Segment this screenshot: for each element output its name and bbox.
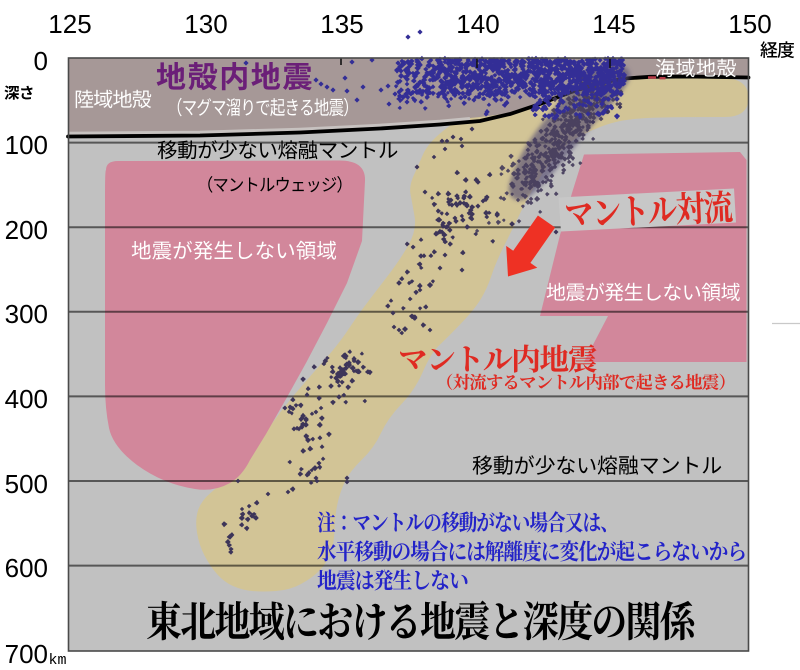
svg-text:150: 150 xyxy=(728,9,771,39)
svg-text:130: 130 xyxy=(184,9,227,39)
svg-text:700: 700 xyxy=(5,639,48,669)
svg-text:200: 200 xyxy=(5,215,48,245)
svg-text:140: 140 xyxy=(456,9,499,39)
svg-text:600: 600 xyxy=(5,553,48,583)
svg-text:145: 145 xyxy=(592,9,635,39)
svg-text:300: 300 xyxy=(5,299,48,329)
svg-text:135: 135 xyxy=(320,9,363,39)
svg-text:0: 0 xyxy=(34,46,48,76)
svg-text:125: 125 xyxy=(48,9,91,39)
svg-text:100: 100 xyxy=(5,130,48,160)
svg-text:500: 500 xyxy=(5,469,48,499)
svg-text:km: km xyxy=(49,652,67,669)
svg-text:400: 400 xyxy=(5,384,48,414)
